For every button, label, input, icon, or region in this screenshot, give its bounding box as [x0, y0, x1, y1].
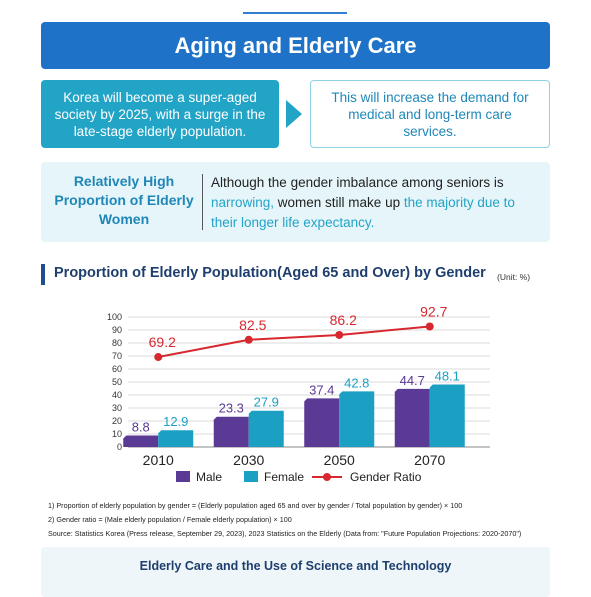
page-title-banner: Aging and Elderly Care: [41, 22, 550, 69]
bottom-section-box: Elderly Care and the Use of Science and …: [41, 547, 550, 597]
bar-male: [213, 416, 249, 447]
legend-marker-gender-ratio: [323, 473, 331, 481]
highlight-text: Although the gender imbalance among seni…: [211, 173, 541, 233]
line-value-label: 69.2: [149, 334, 176, 350]
highlight-text-part3: women still make up: [274, 195, 404, 210]
footnote-source: Source: Statistics Korea (Press release,…: [48, 529, 522, 538]
bar-value-label: 42.8: [344, 375, 369, 390]
bar-male: [304, 398, 340, 447]
y-tick-label: 80: [112, 338, 122, 348]
legend-swatch-female: [244, 471, 258, 482]
x-tick-label: 2050: [324, 452, 355, 468]
page-title: Aging and Elderly Care: [174, 32, 417, 58]
footnote-1: 1) Proportion of elderly population by g…: [48, 501, 463, 510]
footnote-2: 2) Gender ratio = (Male elderly populati…: [48, 515, 292, 524]
bar-male: [394, 388, 430, 447]
y-tick-label: 70: [112, 351, 122, 361]
highlight-box: Relatively High Proportion of Elderly Wo…: [41, 162, 550, 242]
bar-value-label: 27.9: [254, 395, 279, 410]
arrow-right-icon: [286, 100, 302, 128]
bar-value-label: 44.7: [400, 373, 425, 388]
x-tick-label: 2010: [143, 452, 174, 468]
legend-label: Female: [264, 470, 304, 484]
summary-left-text: Korea will become a super-aged society b…: [54, 89, 266, 139]
summary-left-box: Korea will become a super-aged society b…: [41, 80, 279, 148]
bar-value-label: 37.4: [309, 382, 334, 397]
y-tick-label: 20: [112, 416, 122, 426]
x-tick-label: 2070: [414, 452, 445, 468]
bar-female: [158, 430, 194, 447]
line-value-label: 86.2: [330, 312, 357, 328]
legend-label: Gender Ratio: [350, 470, 422, 484]
highlight-text-emph1: narrowing,: [211, 195, 275, 210]
x-tick-label: 2030: [233, 452, 264, 468]
y-tick-label: 60: [112, 364, 122, 374]
legend-swatch-male: [176, 471, 190, 482]
chart-title: Proportion of Elderly Population(Aged 65…: [54, 265, 486, 281]
line-point-gender-ratio: [335, 330, 344, 339]
y-tick-label: 30: [112, 403, 122, 413]
line-value-label: 92.7: [420, 303, 447, 319]
highlight-text-part1: Although the gender imbalance among seni…: [211, 175, 504, 190]
line-value-label: 82.5: [239, 317, 266, 333]
top-divider-line: [243, 12, 347, 14]
bar-value-label: 23.3: [219, 401, 244, 416]
summary-right-box: This will increase the demand for medica…: [310, 80, 550, 148]
bar-value-label: 48.1: [435, 368, 460, 383]
y-tick-label: 10: [112, 429, 122, 439]
section-marker: [41, 264, 45, 285]
chart-unit: (Unit: %): [497, 272, 531, 282]
y-tick-label: 90: [112, 325, 122, 335]
bar-female: [248, 410, 284, 447]
line-gender-ratio: [158, 325, 430, 359]
bar-value-label: 12.9: [163, 414, 188, 429]
legend-label: Male: [196, 470, 222, 484]
y-tick-label: 0: [117, 442, 122, 452]
highlight-divider: [202, 174, 203, 230]
y-tick-label: 50: [112, 377, 122, 387]
bar-value-label: 8.8: [132, 420, 150, 435]
bar-female: [429, 384, 465, 447]
line-point-gender-ratio: [425, 322, 434, 331]
y-tick-label: 100: [107, 312, 122, 322]
line-point-gender-ratio: [244, 335, 253, 344]
bar-male: [123, 435, 159, 447]
y-tick-label: 40: [112, 390, 122, 400]
line-point-gender-ratio: [154, 353, 163, 362]
highlight-text-emph2: the majority due to their longer life ex…: [211, 195, 515, 230]
highlight-label: Relatively High Proportion of Elderly Wo…: [54, 173, 194, 227]
summary-right-text: This will increase the demand for medica…: [331, 89, 529, 139]
bottom-section-title: Elderly Care and the Use of Science and …: [139, 559, 452, 573]
bar-female: [339, 391, 375, 447]
